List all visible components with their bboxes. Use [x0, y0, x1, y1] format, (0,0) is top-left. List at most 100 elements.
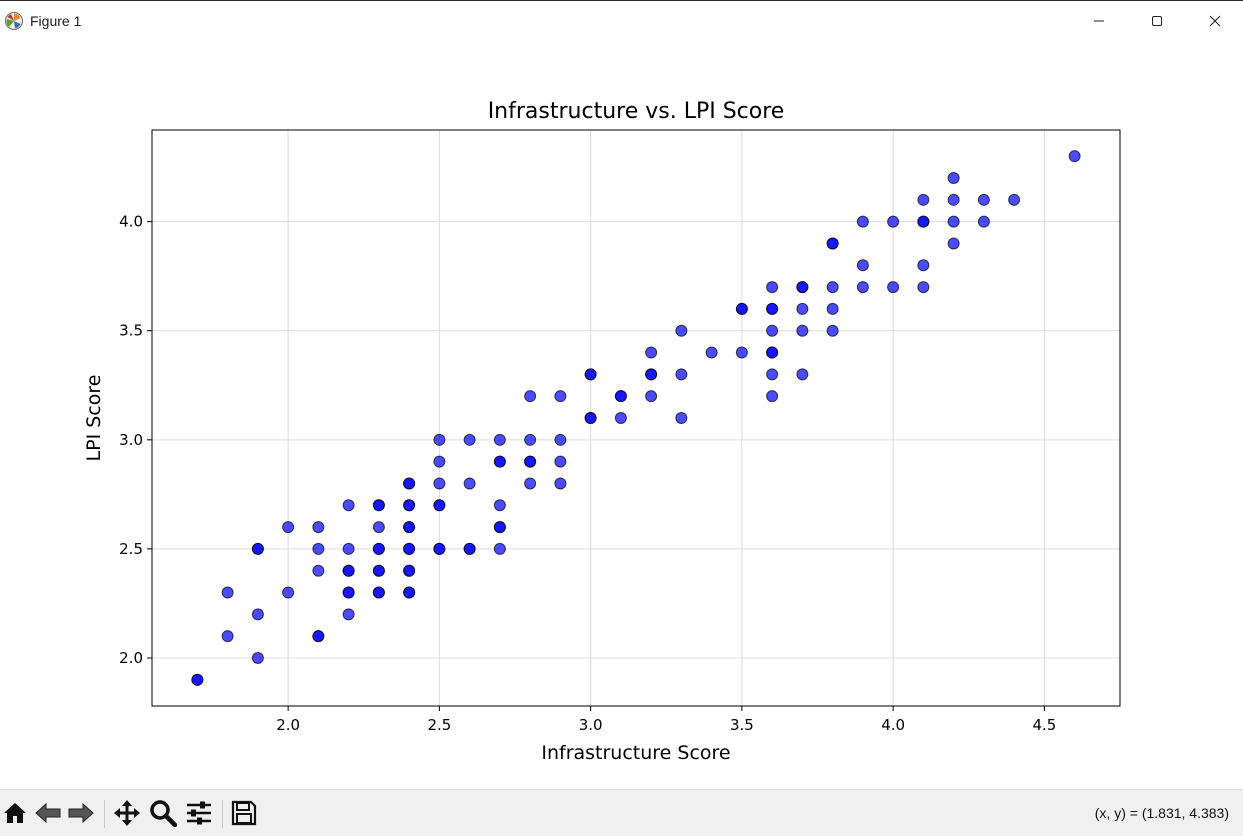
- y-tick-label: 3.5: [119, 322, 143, 340]
- scatter-point: [796, 368, 809, 381]
- scatter-point: [433, 542, 446, 555]
- scatter-point: [796, 324, 809, 337]
- zoom-button[interactable]: [148, 798, 178, 828]
- scatter-point: [826, 237, 839, 250]
- scatter-point: [584, 368, 597, 381]
- scatter-point: [977, 215, 990, 228]
- cursor-coordinates: (x, y) = (1.831, 4.383): [1094, 805, 1229, 821]
- scatter-point: [705, 346, 718, 359]
- scatter-point: [312, 521, 325, 534]
- save-button[interactable]: [229, 798, 259, 828]
- y-tick-label: 3.0: [119, 431, 143, 449]
- scatter-point: [524, 433, 537, 446]
- data-points: [191, 150, 1081, 686]
- scatter-point: [675, 412, 688, 424]
- scatter-point: [947, 237, 960, 250]
- y-tick-label: 4.0: [119, 213, 143, 231]
- scatter-point: [493, 521, 506, 534]
- scatter-point: [735, 302, 748, 315]
- scatter-point: [251, 542, 264, 555]
- scatter-point: [856, 259, 869, 272]
- scatter-point: [493, 455, 506, 468]
- scatter-point: [282, 521, 295, 534]
- scatter-point: [917, 259, 930, 272]
- scatter-point: [947, 172, 960, 184]
- scatter-point: [493, 499, 506, 512]
- configure-subplots-icon: [187, 801, 211, 825]
- forward-button[interactable]: [66, 798, 96, 828]
- scatter-point: [917, 215, 930, 228]
- scatter-point: [463, 433, 476, 446]
- scatter-point: [675, 324, 688, 337]
- home-button[interactable]: [0, 798, 30, 828]
- x-tick-label: 4.0: [881, 716, 905, 734]
- scatter-point: [524, 390, 537, 403]
- matplotlib-icon: [5, 12, 23, 30]
- scatter-point: [887, 281, 900, 294]
- scatter-point: [796, 302, 809, 315]
- chart-title: Infrastructure vs. LPI Score: [488, 99, 785, 124]
- home-icon: [4, 803, 26, 823]
- forward-arrow-icon: [68, 802, 94, 824]
- x-axis-label: Infrastructure Score: [541, 742, 730, 764]
- x-tick-label: 2.0: [276, 716, 300, 734]
- scatter-point: [614, 412, 627, 424]
- toolbar-separator: [104, 800, 105, 828]
- axes-frame: [151, 129, 1121, 707]
- close-icon: [1209, 15, 1221, 27]
- scatter-point: [766, 390, 779, 403]
- scatter-point: [221, 630, 234, 643]
- window-title: Figure 1: [30, 13, 82, 29]
- maximize-button[interactable]: [1128, 1, 1186, 41]
- grid-lines: [152, 130, 1120, 706]
- scatter-point: [493, 433, 506, 446]
- scatter-point: [342, 586, 355, 599]
- zoom-icon: [150, 800, 177, 827]
- scatter-plot: 2.0 2.5 3.0 3.5 4.0 4.5 2.0 2.5 3.0 3.5 4.0 Infras…: [83, 99, 1121, 764]
- scatter-point: [251, 608, 264, 621]
- scatter-point: [766, 302, 779, 315]
- back-arrow-icon: [35, 802, 61, 824]
- scatter-point: [947, 193, 960, 206]
- back-button[interactable]: [33, 798, 63, 828]
- navigation-toolbar: (x, y) = (1.831, 4.383): [0, 789, 1243, 836]
- scatter-point: [977, 193, 990, 206]
- scatter-point: [433, 455, 446, 468]
- scatter-point: [372, 542, 385, 555]
- y-axis-label: LPI Score: [83, 375, 105, 462]
- scatter-point: [826, 281, 839, 294]
- scatter-point: [917, 281, 930, 294]
- x-tick-label: 3.0: [579, 716, 603, 734]
- scatter-point: [1008, 193, 1021, 206]
- scatter-point: [887, 215, 900, 228]
- scatter-point: [282, 586, 295, 599]
- minimize-icon: [1094, 20, 1104, 22]
- x-tick-label: 4.5: [1032, 716, 1056, 734]
- scatter-point: [645, 390, 658, 403]
- window-titlebar: Figure 1: [0, 0, 1243, 40]
- scatter-point: [826, 302, 839, 315]
- minimize-button[interactable]: [1070, 1, 1128, 41]
- scatter-point: [584, 412, 597, 424]
- scatter-point: [312, 564, 325, 577]
- scatter-point: [221, 586, 234, 599]
- scatter-point: [312, 542, 325, 555]
- scatter-point: [796, 281, 809, 294]
- scatter-point: [372, 499, 385, 512]
- scatter-point: [735, 346, 748, 359]
- scatter-point: [766, 346, 779, 359]
- scatter-point: [403, 564, 416, 577]
- scatter-point: [524, 477, 537, 490]
- scatter-point: [856, 215, 869, 228]
- scatter-point: [403, 586, 416, 599]
- maximize-icon: [1152, 16, 1162, 26]
- close-button[interactable]: [1186, 1, 1243, 41]
- scatter-point: [312, 630, 325, 643]
- y-tick-label: 2.5: [119, 540, 143, 558]
- scatter-point: [251, 652, 264, 664]
- pan-button[interactable]: [112, 798, 142, 828]
- scatter-point: [342, 542, 355, 555]
- figure-canvas[interactable]: 2.0 2.5 3.0 3.5 4.0 4.5 2.0 2.5 3.0 3.5 4.0 Infras…: [0, 40, 1243, 789]
- scatter-point: [554, 433, 567, 446]
- configure-subplots-button[interactable]: [184, 798, 214, 828]
